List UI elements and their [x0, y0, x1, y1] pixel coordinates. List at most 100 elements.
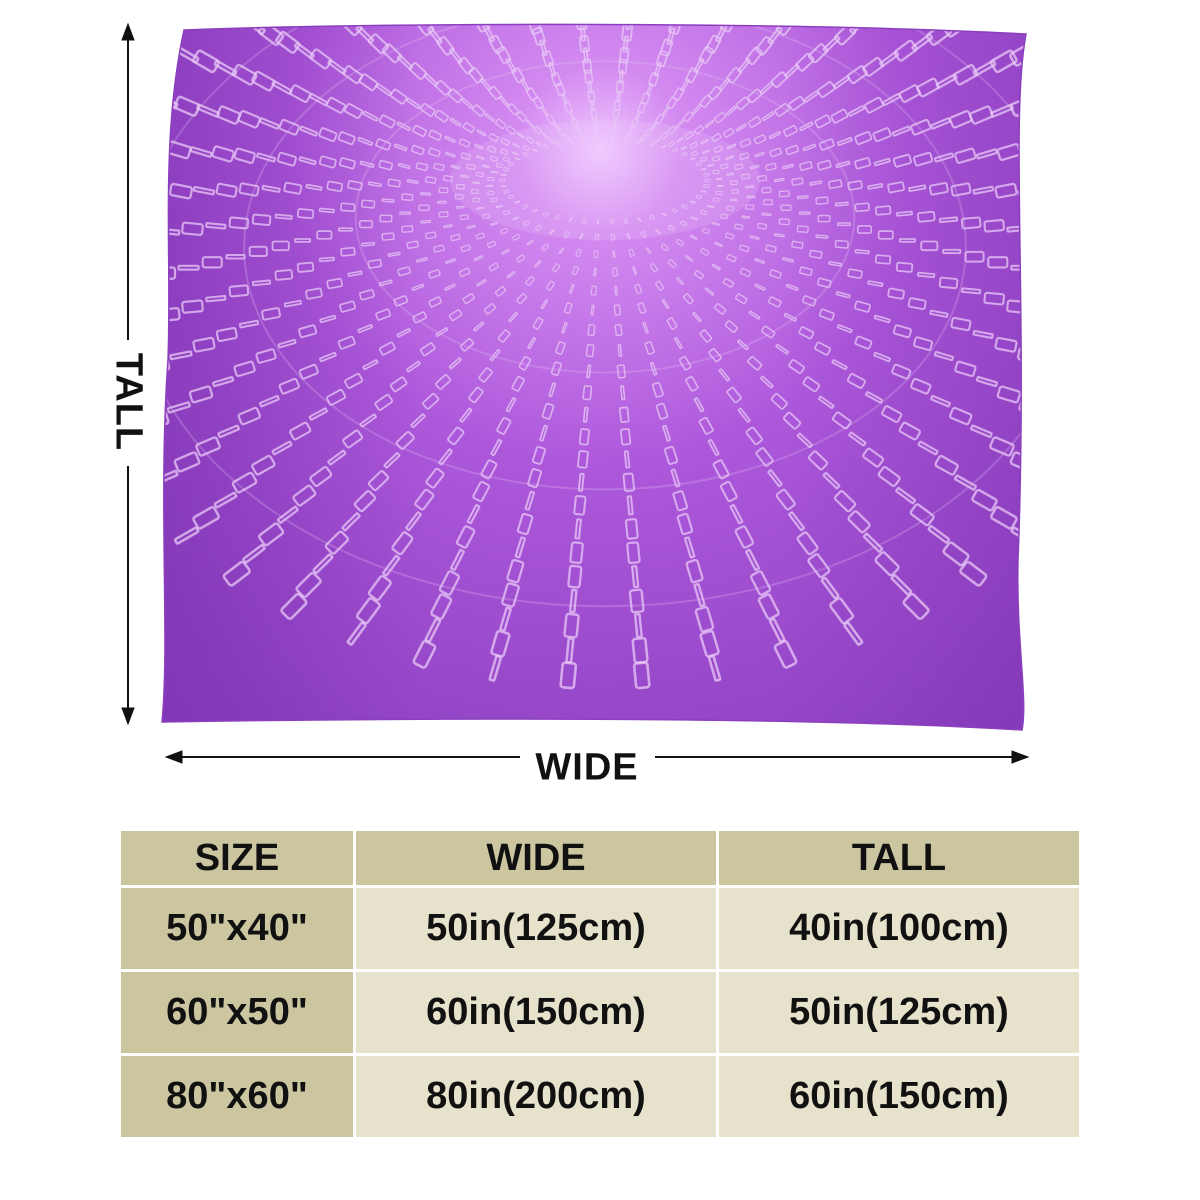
binary-zero-glyph — [258, 522, 285, 547]
binary-zero-glyph — [347, 180, 363, 191]
binary-zero-glyph — [760, 325, 776, 339]
binary-one-glyph — [238, 319, 260, 329]
binary-one-glyph — [346, 621, 367, 646]
binary-one-glyph — [482, 24, 496, 43]
binary-zero-glyph — [854, 131, 873, 146]
binary-zero-glyph — [541, 243, 550, 252]
binary-zero-glyph — [696, 161, 702, 167]
binary-one-glyph — [661, 212, 667, 217]
binary-one-glyph — [1032, 471, 1056, 485]
binary-one-glyph — [593, 267, 597, 277]
binary-zero-glyph — [541, 402, 555, 420]
binary-zero-glyph — [459, 337, 475, 352]
binary-zero-glyph — [455, 183, 465, 190]
binary-zero-glyph — [298, 363, 319, 380]
binary-one-glyph — [410, 413, 426, 429]
binary-zero-glyph — [872, 127, 892, 143]
binary-zero-glyph — [545, 113, 555, 124]
tall-dimension-label: TALL — [106, 342, 150, 462]
binary-zero-glyph — [275, 30, 301, 54]
tall-cell: 60in(150cm) — [719, 1056, 1079, 1137]
binary-zero-glyph — [874, 205, 892, 216]
binary-one-glyph — [933, 152, 954, 163]
binary-one-glyph — [837, 222, 851, 227]
binary-one-glyph — [700, 168, 707, 171]
binary-zero-glyph — [573, 495, 587, 516]
binary-one-glyph — [406, 360, 421, 373]
binary-one-glyph — [579, 233, 584, 240]
binary-zero-glyph — [278, 118, 300, 136]
binary-zero-glyph — [815, 196, 829, 205]
binary-zero-glyph — [713, 303, 727, 315]
binary-one-glyph — [670, 468, 681, 488]
binary-zero-glyph — [532, 317, 544, 330]
binary-zero-glyph — [916, 77, 940, 98]
binary-zero-glyph — [486, 240, 497, 249]
binary-one-glyph — [961, 287, 982, 295]
binary-zero-glyph — [689, 141, 698, 149]
binary-one-glyph — [396, 121, 411, 132]
binary-one-glyph — [225, 253, 246, 260]
binary-zero-glyph — [401, 193, 414, 202]
binary-zero-glyph — [548, 136, 556, 144]
binary-one-glyph — [749, 235, 760, 240]
binary-zero-glyph — [478, 367, 493, 383]
binary-one-glyph — [693, 582, 706, 608]
binary-zero-glyph — [722, 277, 735, 288]
binary-zero-glyph — [983, 218, 1006, 233]
binary-one-glyph — [834, 201, 849, 207]
binary-one-glyph — [828, 260, 843, 267]
binary-one-glyph — [532, 148, 538, 152]
binary-zero-glyph — [555, 341, 566, 355]
binary-zero-glyph — [817, 214, 831, 223]
binary-one-glyph — [319, 314, 337, 324]
binary-zero-glyph — [756, 174, 768, 182]
binary-zero-glyph — [846, 65, 868, 85]
binary-one-glyph — [294, 238, 312, 243]
binary-zero-glyph — [795, 52, 815, 72]
binary-zero-glyph — [745, 204, 755, 210]
binary-zero-glyph — [672, 490, 689, 512]
binary-zero-glyph — [326, 388, 347, 406]
binary-zero-glyph — [448, 309, 463, 322]
binary-zero-glyph — [459, 214, 470, 221]
table-row: 50"x40" 50in(125cm) 40in(100cm) — [121, 888, 1079, 969]
binary-zero-glyph — [569, 541, 584, 565]
binary-zero-glyph — [337, 131, 356, 146]
binary-zero-glyph — [454, 194, 464, 200]
binary-zero-glyph — [326, 180, 344, 193]
binary-zero-glyph — [575, 24, 588, 31]
binary-zero-glyph — [563, 612, 580, 639]
binary-one-glyph — [387, 251, 401, 257]
binary-one-glyph — [773, 233, 785, 238]
binary-one-glyph — [293, 42, 315, 60]
binary-zero-glyph — [563, 134, 570, 141]
binary-zero-glyph — [628, 248, 635, 257]
binary-one-glyph — [549, 228, 555, 235]
binary-one-glyph — [435, 327, 449, 337]
header-size: SIZE — [121, 831, 353, 885]
binary-zero-glyph — [703, 184, 710, 188]
binary-zero-glyph — [506, 558, 525, 584]
binary-one-glyph — [653, 61, 662, 77]
binary-zero-glyph — [920, 240, 939, 252]
binary-zero-glyph — [769, 147, 782, 158]
binary-zero-glyph — [228, 216, 250, 230]
size-cell: 80"x60" — [121, 1056, 353, 1137]
binary-one-glyph — [737, 407, 751, 423]
binary-zero-glyph — [684, 131, 694, 140]
binary-one-glyph — [596, 218, 600, 225]
binary-zero-glyph — [753, 134, 767, 145]
binary-zero-glyph — [671, 147, 678, 153]
binary-one-glyph — [312, 553, 334, 575]
binary-one-glyph — [741, 215, 751, 219]
binary-zero-glyph — [1035, 267, 1056, 278]
binary-zero-glyph — [593, 250, 599, 259]
binary-zero-glyph — [807, 553, 831, 579]
binary-zero-glyph — [211, 145, 235, 163]
binary-zero-glyph — [942, 541, 970, 567]
binary-zero-glyph — [801, 295, 817, 307]
binary-zero-glyph — [755, 447, 774, 467]
binary-zero-glyph — [713, 145, 723, 153]
binary-zero-glyph — [765, 244, 777, 253]
